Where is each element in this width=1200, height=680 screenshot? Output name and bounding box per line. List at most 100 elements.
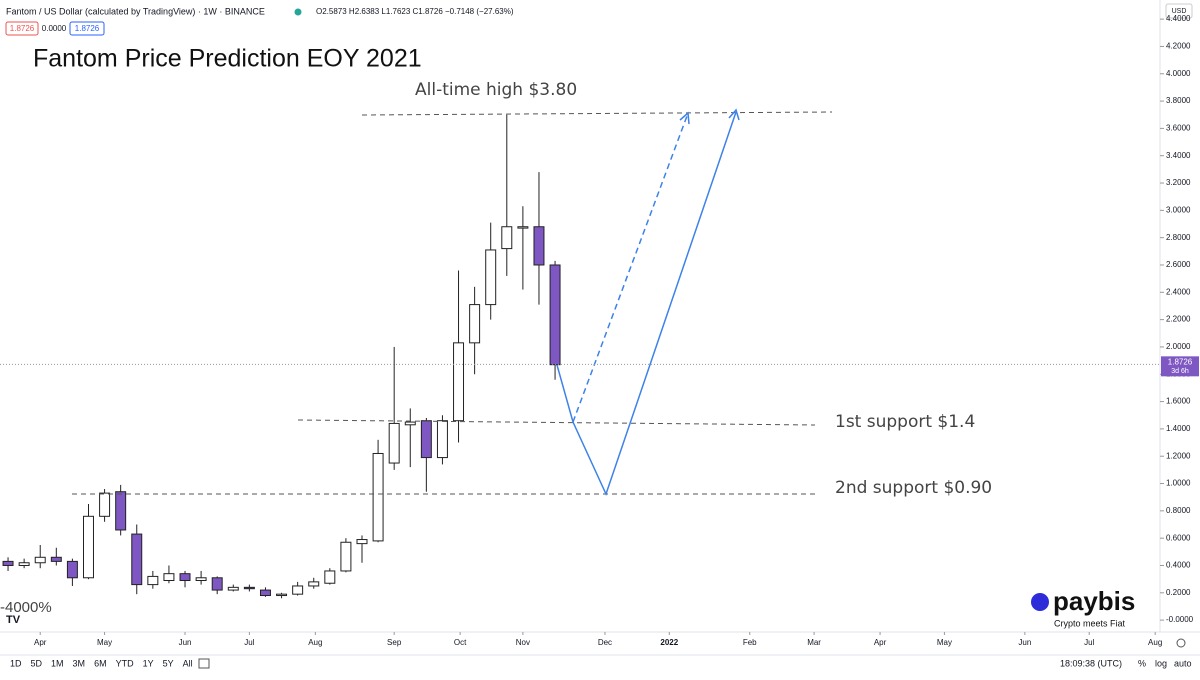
y-tick-label: 2.6000 <box>1166 260 1191 269</box>
projection-dashed <box>572 115 688 423</box>
range-button[interactable]: 3M <box>73 658 86 668</box>
candle-body <box>115 491 127 531</box>
y-tick-label: 0.2000 <box>1166 588 1191 597</box>
candle-body <box>372 452 384 542</box>
x-tick-label: Aug <box>308 638 322 647</box>
candle-body <box>179 573 191 582</box>
candle-body <box>147 575 159 586</box>
tv-logo: TV <box>6 614 21 626</box>
y-tick-label: 3.6000 <box>1166 124 1191 133</box>
candle-body <box>485 249 497 306</box>
y-tick-label: 2.8000 <box>1166 233 1191 242</box>
status-dot <box>294 8 302 16</box>
candle-body <box>163 573 175 582</box>
candle-body <box>276 593 288 597</box>
candle-body <box>243 586 255 590</box>
candle-body <box>227 586 239 591</box>
badge-text: 0.0000 <box>42 24 67 33</box>
plot <box>2 114 561 599</box>
range-button[interactable]: 1M <box>51 658 64 668</box>
date-range-icon[interactable] <box>198 658 210 669</box>
candle-body <box>549 264 561 366</box>
badge <box>69 21 105 36</box>
y-tick-label: 0.6000 <box>1166 533 1191 542</box>
last-price-label: 1.8726 <box>1168 357 1193 366</box>
last-price-box <box>1161 356 1199 377</box>
x-tick-label: Jul <box>1084 638 1094 647</box>
candle-body <box>356 539 368 545</box>
candle-body <box>2 560 14 566</box>
y-tick-label: 1.2000 <box>1166 451 1191 460</box>
y-tick-label: 1.6000 <box>1166 397 1191 406</box>
range-button[interactable]: 1Y <box>143 658 154 668</box>
x-tick-label: 2022 <box>660 638 678 647</box>
currency[interactable]: USD <box>1172 8 1187 15</box>
option[interactable]: auto <box>1174 658 1192 668</box>
candle-body <box>66 560 78 579</box>
candle-body <box>83 515 94 579</box>
y-tick-label: 1.4000 <box>1166 424 1191 433</box>
y-tick-label: 3.2000 <box>1166 178 1191 187</box>
y-tick-label: 2.4000 <box>1166 287 1191 296</box>
range-button[interactable]: All <box>183 658 193 668</box>
currency-button[interactable] <box>1165 3 1193 19</box>
x-tick-label: May <box>97 638 112 647</box>
candle-body <box>50 556 62 562</box>
candle-body <box>34 556 46 564</box>
ath-line <box>361 111 833 116</box>
logo-name: paybis <box>1053 586 1135 616</box>
annotation: All-time high $3.80 <box>415 80 577 100</box>
y-tick-label: 3.8000 <box>1166 96 1191 105</box>
y-tick-label: 3.4000 <box>1166 151 1191 160</box>
y-tick-label: 2.0000 <box>1166 342 1191 351</box>
candle-body <box>340 541 352 572</box>
option[interactable]: log <box>1155 658 1167 668</box>
symbol: Fantom / US Dollar (calculated by Tradin… <box>6 6 265 16</box>
x-tick-label: Jun <box>179 638 192 647</box>
ohlc: O2.5873 H2.6383 L1.7623 C1.8726 −0.7148 … <box>316 7 514 16</box>
arrow-head <box>679 111 690 125</box>
levels <box>72 111 833 495</box>
y-tick-label: 0.4000 <box>1166 561 1191 570</box>
candle-body <box>436 420 448 459</box>
x-tick-label: Oct <box>454 638 467 647</box>
range-button[interactable]: 1D <box>10 658 22 668</box>
candle-body <box>292 585 304 595</box>
candle-body <box>469 304 481 344</box>
range-button[interactable]: YTD <box>116 658 135 668</box>
settings-icon[interactable] <box>1176 638 1186 648</box>
x-tick-label: Jul <box>244 638 254 647</box>
x-tick-label: Apr <box>874 638 887 647</box>
candle-body <box>388 422 400 464</box>
candle-body <box>453 342 465 422</box>
candle-body <box>18 562 30 566</box>
candle-body <box>308 581 320 587</box>
x-tick-label: Jun <box>1018 638 1031 647</box>
option[interactable]: % <box>1138 658 1146 668</box>
candle-body <box>99 492 111 517</box>
range-button[interactable]: 5Y <box>163 658 174 668</box>
badge-text: 1.8726 <box>10 24 35 33</box>
x-tick-label: Dec <box>598 638 612 647</box>
y-tick-label: 0.8000 <box>1166 506 1191 515</box>
range-button[interactable]: 6M <box>94 658 107 668</box>
range-button[interactable]: 5D <box>31 658 43 668</box>
y-tick-label: 4.4000 <box>1166 14 1191 23</box>
x-tick-label: May <box>937 638 952 647</box>
candle-body <box>195 577 207 582</box>
chart-title: Fantom Price Prediction EOY 2021 <box>33 45 422 73</box>
candle-body <box>501 226 513 250</box>
arrow-head <box>728 108 740 121</box>
logo-tagline: Crypto meets Fiat <box>1054 618 1126 628</box>
x-tick-label: Sep <box>387 638 402 647</box>
x-tick-label: Mar <box>807 638 821 647</box>
candle-body <box>259 589 271 597</box>
candle-body <box>131 533 143 586</box>
y-tick-label: 2.2000 <box>1166 315 1191 324</box>
badge-text: 1.8726 <box>75 24 100 33</box>
candle-body <box>324 570 336 584</box>
candle-body <box>211 577 223 591</box>
badge <box>5 21 39 36</box>
x-tick-label: Feb <box>743 638 757 647</box>
